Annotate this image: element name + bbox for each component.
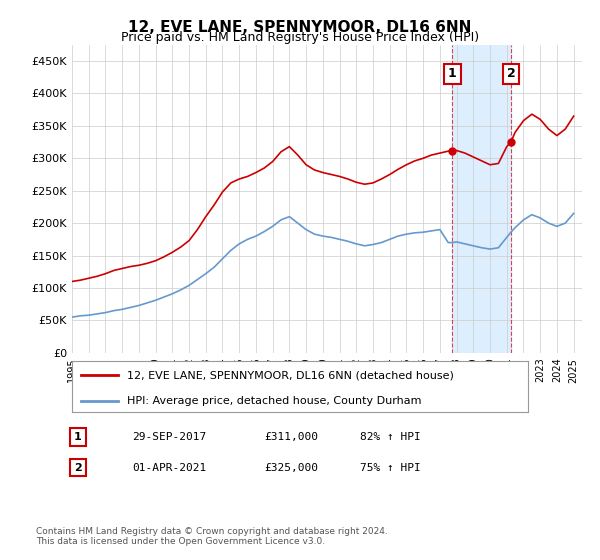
Text: £311,000: £311,000: [264, 432, 318, 442]
Text: £325,000: £325,000: [264, 463, 318, 473]
Text: 29-SEP-2017: 29-SEP-2017: [132, 432, 206, 442]
Text: 12, EVE LANE, SPENNYMOOR, DL16 6NN (detached house): 12, EVE LANE, SPENNYMOOR, DL16 6NN (deta…: [127, 370, 454, 380]
Text: Price paid vs. HM Land Registry's House Price Index (HPI): Price paid vs. HM Land Registry's House …: [121, 31, 479, 44]
Bar: [452, 45, 511, 353]
Text: 12, EVE LANE, SPENNYMOOR, DL16 6NN: 12, EVE LANE, SPENNYMOOR, DL16 6NN: [128, 20, 472, 35]
Text: 2: 2: [74, 463, 82, 473]
Text: 2: 2: [506, 67, 515, 81]
Text: HPI: Average price, detached house, County Durham: HPI: Average price, detached house, Coun…: [127, 395, 421, 405]
Text: 82% ↑ HPI: 82% ↑ HPI: [360, 432, 421, 442]
Text: 1: 1: [448, 67, 457, 81]
Text: 1: 1: [74, 432, 82, 442]
Text: Contains HM Land Registry data © Crown copyright and database right 2024.
This d: Contains HM Land Registry data © Crown c…: [36, 526, 388, 546]
Text: 01-APR-2021: 01-APR-2021: [132, 463, 206, 473]
Text: 75% ↑ HPI: 75% ↑ HPI: [360, 463, 421, 473]
